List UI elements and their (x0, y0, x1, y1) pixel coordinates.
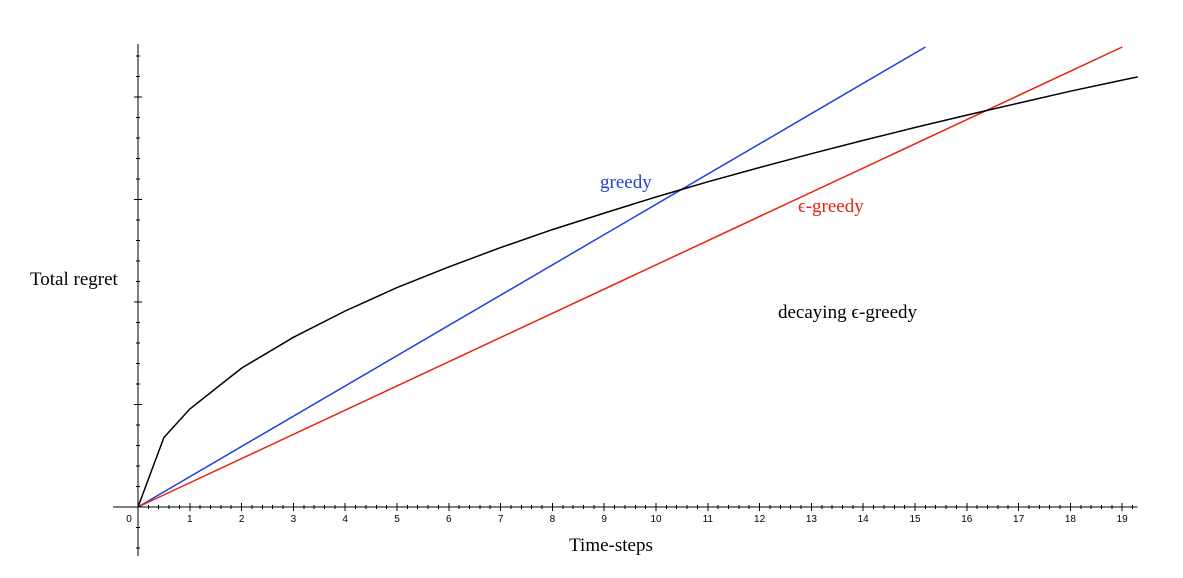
x-axis-title: Time-steps (569, 535, 653, 556)
x-tick-label: 19 (1117, 514, 1129, 525)
x-tick-label: 12 (754, 514, 766, 525)
x-tick-label: 7 (498, 514, 504, 525)
series-line-decaying-epsilon-greedy (137, 76, 1138, 508)
x-tick-label: 10 (650, 514, 662, 525)
x-tick-label: 11 (703, 514, 714, 525)
x-tick-label: 16 (961, 514, 973, 525)
x-tick-label: 13 (806, 514, 818, 525)
x-tick-label: 6 (446, 514, 452, 525)
x-tick-label: 3 (291, 514, 297, 525)
series-label-epsilon-greedy: ϵ-greedy (798, 196, 864, 217)
x-tick-label: 15 (909, 514, 921, 525)
x-tick-label: 5 (394, 514, 400, 525)
series-lines (137, 46, 1138, 508)
x-tick-label: 14 (858, 514, 870, 525)
y-axis-title: Total regret (30, 269, 119, 290)
series-label-decaying-epsilon-greedy: decaying ϵ-greedy (778, 302, 918, 323)
x-tick-label: 17 (1013, 514, 1025, 525)
x-tick-label: 8 (550, 514, 556, 525)
series-line-greedy (137, 46, 926, 508)
x-axis-tick-labels: 0 1 2 3 4 5 6 7 8 9 10 11 12 13 14 15 16 17 18 19 (126, 514, 1128, 525)
x-tick-label: 1 (187, 514, 193, 525)
series-line-epsilon-greedy (137, 46, 1123, 508)
x-tick-label: 0 (126, 514, 132, 525)
x-tick-label: 18 (1065, 514, 1077, 525)
x-tick-label: 9 (601, 514, 607, 525)
series-label-greedy: greedy (600, 172, 652, 193)
x-tick-label: 2 (239, 514, 245, 525)
x-tick-label: 4 (342, 514, 348, 525)
